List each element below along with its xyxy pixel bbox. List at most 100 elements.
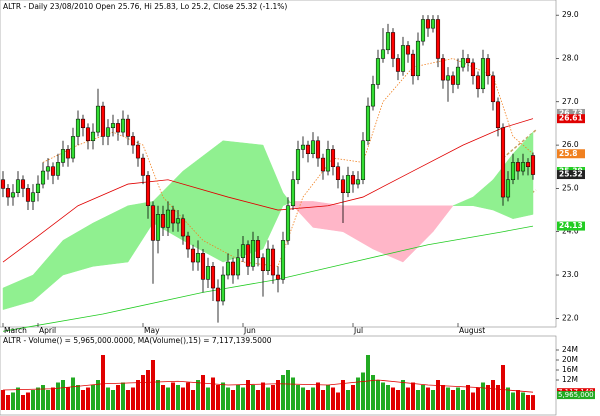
y-tick-label: 27.0 [562,97,579,106]
candle-body [405,45,411,55]
volume-bar [56,382,60,410]
candle-body [190,248,196,263]
candle-body [100,105,106,137]
candle-body [360,140,366,180]
candle-body [300,144,306,150]
candle-body [240,244,246,258]
volume-bar [171,382,175,410]
price-label-box [557,221,585,231]
price-label-box [557,149,585,159]
volume-bar [246,380,250,410]
candle-body [20,179,26,189]
volume-bar [201,375,205,410]
volume-bar [231,390,235,410]
candle-body [140,157,146,176]
cloud-segment [292,201,314,229]
volume-bar [301,387,305,410]
volume-bar [361,372,365,410]
x-tick-label: March [4,326,27,335]
candle-body [145,175,151,206]
volume-bar [311,387,315,410]
price-label-box [557,114,585,124]
volume-bar [151,360,155,410]
volume-bar [71,377,75,410]
price-label: 25.8 [559,149,578,158]
candle-body [95,105,101,133]
volume-bar [261,382,265,410]
cloud-segment [432,205,454,233]
candle-body [175,218,181,224]
candle-body [395,58,401,72]
volume-bar [21,395,25,410]
volume-ma-line [2,379,534,393]
cloud-segment [2,274,34,311]
volume-bar [296,385,300,410]
volume-bar [506,387,510,410]
volume-bar [411,382,415,410]
price-label: 26.61 [559,114,583,123]
volume-bar [491,380,495,410]
volume-bar [436,380,440,410]
candle-body [75,118,81,137]
volume-bar [166,387,170,410]
candle-body [45,166,51,172]
x-tick-label: August [459,326,485,335]
x-tick-label: Jul [353,326,363,335]
candle-body [265,248,271,271]
volume-bar [476,387,480,410]
volume-bar [41,385,45,410]
cloud-segment [127,201,154,263]
volume-bar [386,385,390,410]
candle-body [380,49,386,59]
cloud-segment [472,179,494,211]
volume-bar [116,385,120,410]
candle-body [155,214,161,241]
candle-body [450,75,456,85]
x-tick-label: April [39,326,56,335]
candle-body [325,149,331,172]
candle-body [0,179,6,189]
candle-body [250,240,256,267]
candle-body [25,188,31,202]
volume-bar [336,392,340,410]
candle-body [15,179,21,193]
candle-body [400,45,406,72]
volume-bar [381,382,385,410]
candle-body [385,32,391,51]
candle-body [475,75,481,90]
volume-tick-label: 12M [562,375,578,384]
cloud-segment [262,144,284,250]
volume-bar [221,382,225,410]
volume-bar [126,390,130,410]
candle-body [335,166,341,180]
volume-bar [461,390,465,410]
y-tick-label: 29.0 [562,10,579,19]
volume-bar [446,387,450,410]
volume-bar [156,380,160,410]
candle-body [320,157,326,172]
volume-bar [131,387,135,410]
candle-body [280,240,286,280]
volume-bar [206,387,210,410]
candle-body [185,235,191,250]
volume-bar [81,390,85,410]
volume-bar [46,390,50,410]
volume-bar [401,380,405,410]
candle-body [160,214,166,228]
cloud-segment [402,205,434,263]
candle-body [35,183,41,193]
candle-body [390,32,396,59]
cloud-segment [342,205,374,250]
candle-body [525,162,531,167]
volume-bar [321,390,325,410]
volume-bar [356,377,360,410]
volume-bar [256,390,260,410]
candle-body [275,274,281,280]
volume-bar [196,380,200,410]
y-tick-label: 24.0 [562,227,579,236]
candle-body [480,58,486,90]
candle-body [345,175,351,193]
volume-bar [316,382,320,410]
